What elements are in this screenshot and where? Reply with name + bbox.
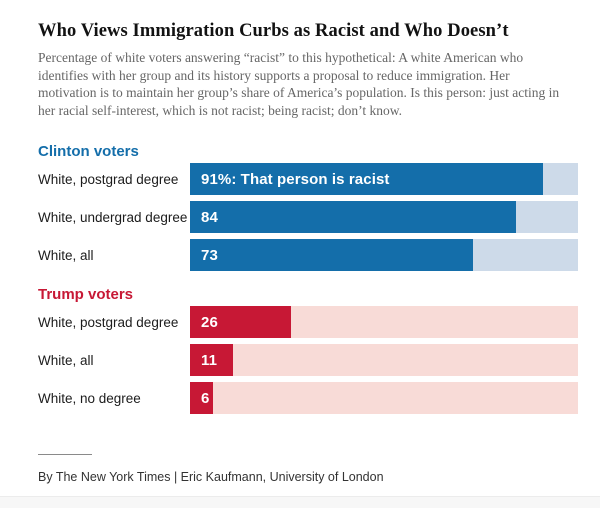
bar-track: 26 [190,306,578,338]
bar-fill: 11 [190,344,233,376]
section-header-trump: Trump voters [38,286,134,303]
row-label: White, postgrad degree [38,314,179,330]
row-label: White, all [38,352,94,368]
row-label: White, undergrad degree [38,209,188,225]
bar-value-label: 26 [201,313,218,331]
bar-track: 6 [190,382,578,414]
bottom-strip [0,496,600,508]
bar-row-trump-nodegree: White, no degree 6 [38,382,578,414]
chart-container: Who Views Immigration Curbs as Racist an… [38,21,578,484]
bar-row-clinton-postgrad: White, postgrad degree 91%: That person … [38,163,578,195]
bar-track: 84 [190,201,578,233]
credit-line: By The New York Times | Eric Kaufmann, U… [38,470,384,484]
bar-row-clinton-undergrad: White, undergrad degree 84 [38,201,578,233]
bar-track: 91%: That person is racist [190,163,578,195]
section-header-clinton: Clinton voters [38,143,139,160]
row-label: White, postgrad degree [38,171,179,187]
chart-subtitle: Percentage of white voters answering “ra… [38,50,560,118]
bar-row-trump-all: White, all 11 [38,344,578,376]
page-title: Who Views Immigration Curbs as Racist an… [38,21,509,41]
bar-fill: 6 [190,382,214,414]
bar-row-trump-postgrad: White, postgrad degree 26 [38,306,578,338]
section-trump-voters: Trump voters White, postgrad degree 26 W… [38,287,578,414]
bar-value-label: 11 [201,351,218,369]
bar-value-label: 84 [201,208,218,226]
bar-fill: 91%: That person is racist [190,163,544,195]
bar-row-clinton-all: White, all 73 [38,239,578,271]
bar-track: 73 [190,239,578,271]
bar-fill: 73 [190,239,474,271]
bar-value-label: 91%: That person is racist [201,170,390,188]
row-label: White, no degree [38,390,141,406]
bar-fill: 26 [190,306,291,338]
row-label: White, all [38,247,94,263]
bar-fill: 84 [190,201,516,233]
bar-value-label: 6 [201,389,210,407]
bar-track: 11 [190,344,578,376]
section-clinton-voters: Clinton voters White, postgrad degree 91… [38,144,578,271]
footer-divider [38,454,92,455]
bar-value-label: 73 [201,246,218,264]
